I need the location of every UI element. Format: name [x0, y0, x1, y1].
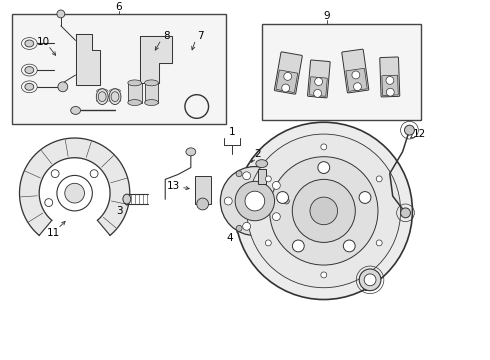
Circle shape	[292, 179, 355, 242]
Bar	[128, 83, 142, 103]
Circle shape	[293, 240, 304, 252]
Ellipse shape	[25, 67, 34, 73]
FancyBboxPatch shape	[342, 49, 369, 93]
Circle shape	[51, 170, 59, 177]
Circle shape	[247, 134, 401, 288]
FancyBboxPatch shape	[276, 70, 298, 93]
Circle shape	[386, 76, 394, 84]
Text: 13: 13	[167, 181, 180, 191]
Text: 7: 7	[197, 31, 204, 41]
Text: 12: 12	[413, 129, 426, 139]
Bar	[195, 176, 211, 204]
Bar	[145, 83, 158, 103]
Circle shape	[318, 162, 330, 174]
Circle shape	[57, 175, 92, 211]
Ellipse shape	[98, 92, 106, 102]
Circle shape	[236, 225, 242, 231]
Ellipse shape	[25, 40, 34, 47]
Ellipse shape	[128, 80, 142, 86]
Ellipse shape	[145, 80, 158, 86]
Circle shape	[272, 213, 280, 221]
Circle shape	[359, 269, 381, 291]
FancyBboxPatch shape	[274, 52, 302, 94]
Polygon shape	[140, 36, 172, 83]
Circle shape	[343, 240, 355, 252]
Bar	[262, 24, 421, 120]
Text: 3: 3	[117, 206, 123, 216]
Text: 6: 6	[116, 2, 122, 12]
Circle shape	[405, 125, 415, 135]
Bar	[258, 168, 266, 184]
Circle shape	[90, 170, 98, 177]
Circle shape	[243, 172, 250, 180]
Ellipse shape	[109, 89, 121, 104]
Text: 2: 2	[254, 149, 261, 159]
Circle shape	[277, 192, 289, 203]
Circle shape	[220, 167, 289, 235]
FancyBboxPatch shape	[380, 57, 400, 97]
Circle shape	[57, 10, 65, 18]
Circle shape	[314, 89, 321, 97]
Circle shape	[235, 181, 274, 221]
Circle shape	[270, 157, 378, 265]
Ellipse shape	[123, 194, 131, 204]
Circle shape	[282, 84, 290, 92]
Circle shape	[266, 176, 271, 182]
Circle shape	[359, 192, 371, 203]
Circle shape	[266, 240, 271, 246]
Text: 5: 5	[363, 283, 369, 293]
Circle shape	[401, 208, 411, 218]
FancyBboxPatch shape	[308, 60, 330, 98]
Polygon shape	[20, 138, 130, 235]
Ellipse shape	[186, 148, 196, 156]
Circle shape	[235, 122, 413, 300]
Circle shape	[224, 197, 232, 205]
Text: 9: 9	[323, 11, 330, 21]
FancyBboxPatch shape	[346, 68, 367, 91]
Ellipse shape	[71, 107, 80, 114]
Ellipse shape	[256, 160, 268, 167]
Circle shape	[376, 240, 382, 246]
Circle shape	[272, 181, 280, 189]
Ellipse shape	[145, 100, 158, 105]
Circle shape	[352, 71, 360, 79]
FancyBboxPatch shape	[309, 77, 327, 96]
Text: 1: 1	[229, 127, 236, 137]
Circle shape	[386, 88, 394, 96]
Circle shape	[354, 83, 362, 91]
Circle shape	[197, 198, 209, 210]
Ellipse shape	[128, 100, 142, 105]
Circle shape	[310, 197, 338, 225]
Circle shape	[245, 191, 265, 211]
Circle shape	[376, 176, 382, 182]
Circle shape	[243, 222, 250, 230]
Text: 4: 4	[227, 234, 234, 243]
Circle shape	[236, 171, 242, 177]
Ellipse shape	[97, 89, 108, 104]
Circle shape	[364, 274, 376, 286]
Circle shape	[283, 198, 289, 204]
Text: 10: 10	[37, 36, 49, 46]
Circle shape	[321, 272, 327, 278]
Circle shape	[321, 144, 327, 150]
Text: 8: 8	[163, 31, 170, 41]
Polygon shape	[75, 33, 100, 85]
Circle shape	[65, 183, 84, 203]
FancyBboxPatch shape	[382, 75, 398, 95]
Circle shape	[45, 199, 52, 207]
Circle shape	[58, 82, 68, 92]
Circle shape	[284, 72, 292, 80]
Circle shape	[315, 78, 322, 86]
Ellipse shape	[111, 92, 119, 102]
Text: 11: 11	[47, 228, 60, 238]
Bar	[12, 14, 226, 124]
Ellipse shape	[25, 84, 34, 90]
